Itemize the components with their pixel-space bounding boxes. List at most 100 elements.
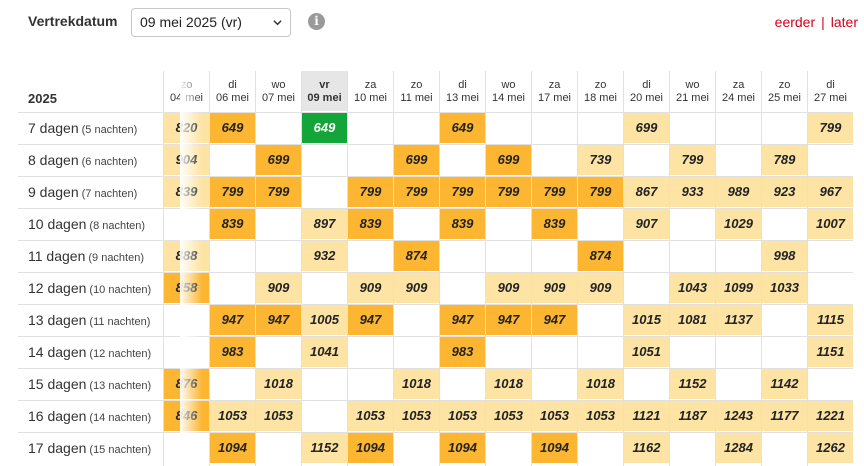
price-cell[interactable]: 1081 <box>670 304 715 335</box>
price-cell[interactable]: 799 <box>440 176 485 207</box>
price-cell[interactable]: 998 <box>762 240 807 271</box>
price-cell[interactable]: 932 <box>302 240 347 271</box>
price-cell[interactable]: 1053 <box>578 400 623 431</box>
date-header[interactable]: zo 18 mei <box>578 71 623 111</box>
price-cell[interactable]: 1121 <box>624 400 669 431</box>
price-cell[interactable]: 909 <box>578 272 623 303</box>
price-cell[interactable]: 839 <box>440 208 485 239</box>
price-cell[interactable]: 1094 <box>440 432 485 463</box>
price-cell[interactable]: 947 <box>210 304 255 335</box>
date-header-selected[interactable]: vr 09 mei <box>302 71 347 111</box>
price-cell[interactable]: 1151 <box>808 336 853 367</box>
date-header[interactable]: di 13 mei <box>440 71 485 111</box>
price-cell[interactable]: 909 <box>532 272 577 303</box>
price-cell[interactable]: 1187 <box>670 400 715 431</box>
price-cell[interactable]: 699 <box>256 144 301 175</box>
price-cell[interactable]: 983 <box>210 336 255 367</box>
price-cell[interactable]: 923 <box>762 176 807 207</box>
price-cell[interactable]: 1053 <box>532 400 577 431</box>
price-cell[interactable]: 1053 <box>440 400 485 431</box>
price-cell[interactable]: 1094 <box>532 432 577 463</box>
price-cell[interactable]: 909 <box>394 272 439 303</box>
price-cell[interactable]: 1262 <box>808 432 853 463</box>
price-cell[interactable]: 789 <box>762 144 807 175</box>
price-cell[interactable]: 1284 <box>716 432 761 463</box>
price-cell[interactable]: 904 <box>164 144 209 175</box>
date-header[interactable]: di 27 mei <box>808 71 853 111</box>
price-cell[interactable]: 947 <box>486 304 531 335</box>
price-cell[interactable]: 947 <box>348 304 393 335</box>
price-cell[interactable]: 1137 <box>716 304 761 335</box>
price-cell[interactable]: 799 <box>808 112 853 143</box>
price-cell[interactable]: 1053 <box>486 400 531 431</box>
info-icon[interactable]: i <box>308 13 325 30</box>
price-cell[interactable]: 1015 <box>624 304 669 335</box>
price-cell[interactable]: 858 <box>164 272 209 303</box>
price-cell[interactable]: 1243 <box>716 400 761 431</box>
price-cell[interactable]: 983 <box>440 336 485 367</box>
price-cell[interactable]: 1043 <box>670 272 715 303</box>
price-cell[interactable]: 909 <box>348 272 393 303</box>
date-header[interactable]: zo 04 mei <box>164 71 209 111</box>
price-cell[interactable]: 1051 <box>624 336 669 367</box>
date-header[interactable]: wo 21 mei <box>670 71 715 111</box>
date-header[interactable]: za 17 mei <box>532 71 577 111</box>
departure-date-select[interactable]: 09 mei 2025 (vr) <box>131 8 291 37</box>
price-cell[interactable]: 1005 <box>302 304 347 335</box>
price-cell[interactable]: 649 <box>302 112 347 143</box>
price-cell[interactable]: 1177 <box>762 400 807 431</box>
price-cell[interactable]: 909 <box>256 272 301 303</box>
price-cell[interactable]: 820 <box>164 112 209 143</box>
price-cell[interactable]: 947 <box>256 304 301 335</box>
price-cell[interactable]: 1053 <box>348 400 393 431</box>
earlier-link[interactable]: eerder <box>774 14 816 30</box>
price-cell[interactable]: 846 <box>164 400 209 431</box>
price-cell[interactable]: 1162 <box>624 432 669 463</box>
price-cell[interactable]: 839 <box>348 208 393 239</box>
price-cell[interactable]: 1007 <box>808 208 853 239</box>
price-cell[interactable]: 649 <box>440 112 485 143</box>
price-cell[interactable]: 1115 <box>808 304 853 335</box>
price-cell[interactable]: 1053 <box>256 400 301 431</box>
price-cell[interactable]: 799 <box>670 144 715 175</box>
date-header[interactable]: wo 07 mei <box>256 71 301 111</box>
price-cell[interactable]: 933 <box>670 176 715 207</box>
price-cell[interactable]: 867 <box>624 176 669 207</box>
price-cell[interactable]: 874 <box>394 240 439 271</box>
price-cell[interactable]: 649 <box>210 112 255 143</box>
price-cell[interactable]: 1053 <box>394 400 439 431</box>
price-cell[interactable]: 839 <box>164 176 209 207</box>
price-cell[interactable]: 967 <box>808 176 853 207</box>
price-cell[interactable]: 1033 <box>762 272 807 303</box>
price-cell[interactable]: 947 <box>532 304 577 335</box>
price-cell[interactable]: 1029 <box>716 208 761 239</box>
price-cell[interactable]: 839 <box>210 208 255 239</box>
price-cell[interactable]: 799 <box>578 176 623 207</box>
price-cell[interactable]: 907 <box>624 208 669 239</box>
price-cell[interactable]: 699 <box>486 144 531 175</box>
price-cell[interactable]: 874 <box>578 240 623 271</box>
price-cell[interactable]: 739 <box>578 144 623 175</box>
price-cell[interactable]: 947 <box>440 304 485 335</box>
price-cell[interactable]: 839 <box>532 208 577 239</box>
price-cell[interactable]: 989 <box>716 176 761 207</box>
price-cell[interactable]: 799 <box>394 176 439 207</box>
price-cell[interactable]: 1152 <box>302 432 347 463</box>
price-cell[interactable]: 799 <box>256 176 301 207</box>
date-header[interactable]: wo 14 mei <box>486 71 531 111</box>
date-header[interactable]: di 20 mei <box>624 71 669 111</box>
price-cell[interactable]: 1018 <box>394 368 439 399</box>
price-cell[interactable]: 1099 <box>716 272 761 303</box>
price-cell[interactable]: 897 <box>302 208 347 239</box>
price-cell[interactable]: 909 <box>486 272 531 303</box>
price-cell[interactable]: 1041 <box>302 336 347 367</box>
price-cell[interactable]: 799 <box>348 176 393 207</box>
price-cell[interactable]: 1142 <box>762 368 807 399</box>
price-cell[interactable]: 799 <box>486 176 531 207</box>
price-cell[interactable]: 876 <box>164 368 209 399</box>
date-header[interactable]: di 06 mei <box>210 71 255 111</box>
price-cell[interactable]: 1221 <box>808 400 853 431</box>
price-cell[interactable]: 699 <box>394 144 439 175</box>
price-cell[interactable]: 1018 <box>486 368 531 399</box>
price-cell[interactable]: 1053 <box>210 400 255 431</box>
